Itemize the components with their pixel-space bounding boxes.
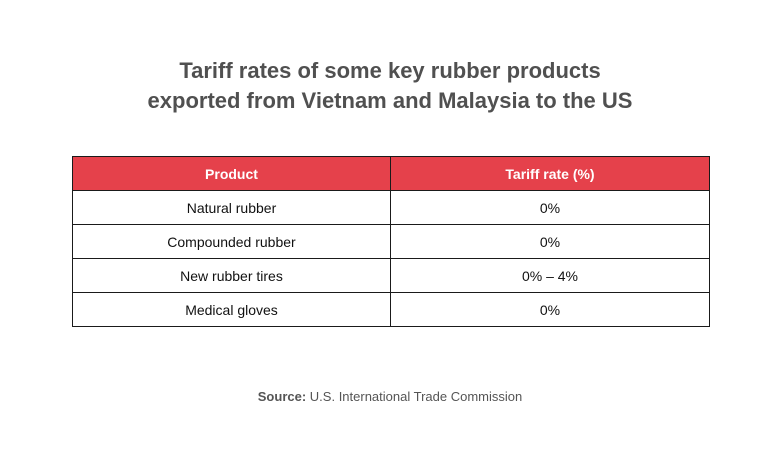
cell-tariff-rate: 0% (390, 190, 710, 225)
title-line-1: Tariff rates of some key rubber products (179, 58, 601, 83)
source-note: Source: U.S. International Trade Commiss… (0, 389, 780, 404)
table-row: Natural rubber 0% (72, 190, 710, 225)
cell-product: Compounded rubber (72, 224, 391, 259)
title-line-2: exported from Vietnam and Malaysia to th… (147, 88, 633, 113)
table-row: Medical gloves 0% (72, 292, 710, 327)
cell-tariff-rate: 0% – 4% (390, 258, 710, 293)
cell-product: Natural rubber (72, 190, 391, 225)
header-product: Product (72, 156, 391, 191)
table-row: Compounded rubber 0% (72, 224, 710, 259)
cell-product: New rubber tires (72, 258, 391, 293)
table-header-row: Product Tariff rate (%) (72, 156, 710, 191)
cell-tariff-rate: 0% (390, 224, 710, 259)
source-label: Source: (257, 389, 307, 404)
page-title: Tariff rates of some key rubber products… (0, 56, 780, 116)
source-text: U.S. International Trade Commission (309, 389, 523, 404)
table-row: New rubber tires 0% – 4% (72, 258, 710, 293)
cell-product: Medical gloves (72, 292, 391, 327)
cell-tariff-rate: 0% (390, 292, 710, 327)
tariff-table: Product Tariff rate (%) Natural rubber 0… (72, 156, 710, 327)
header-tariff-rate: Tariff rate (%) (390, 156, 710, 191)
